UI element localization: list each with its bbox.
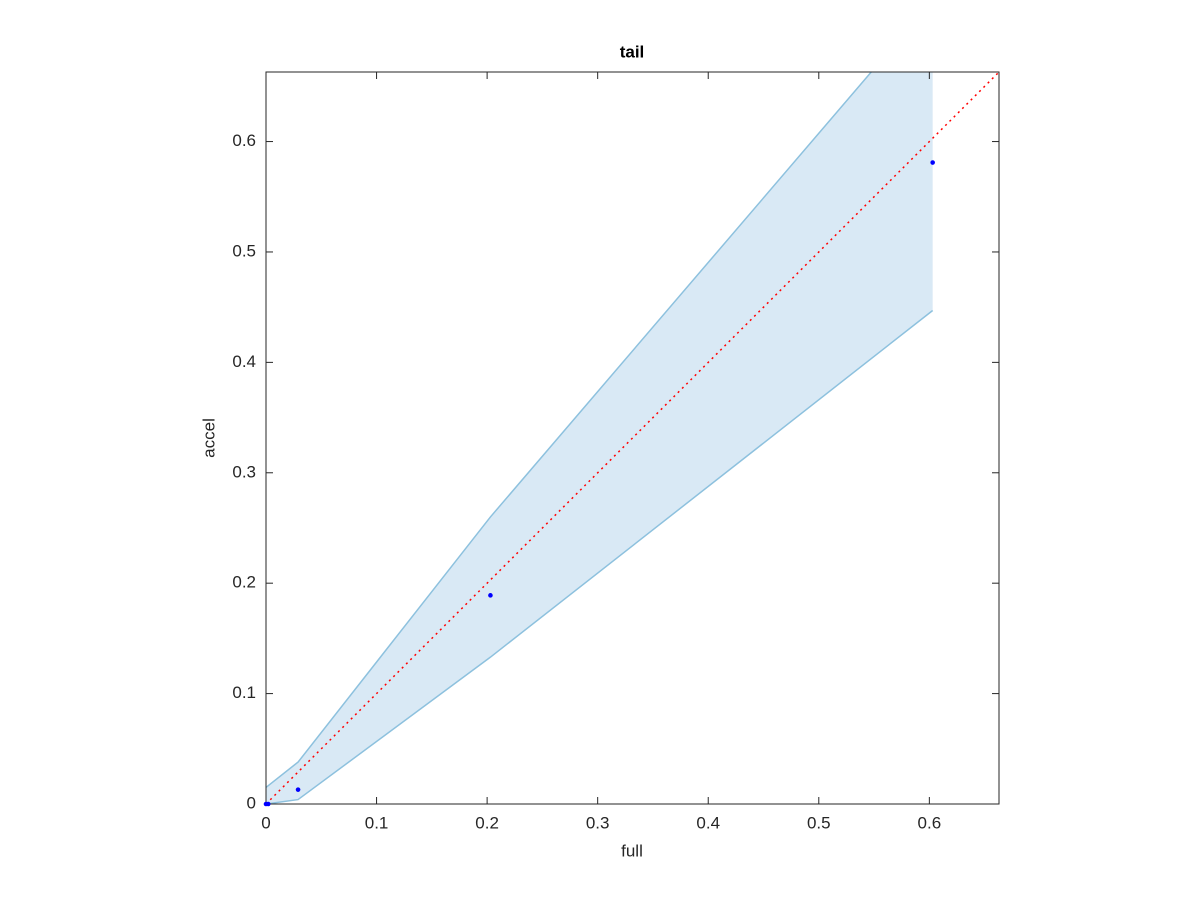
y-tick-label: 0.5 (232, 241, 256, 260)
x-axis-label: full (621, 841, 643, 860)
band-upper (266, 72, 873, 789)
axes-box (265, 71, 1000, 805)
point (265, 801, 271, 807)
x-tick-label: 0.4 (696, 813, 720, 832)
x-tick-label: 0.1 (365, 813, 389, 832)
y-tick-label: 0.3 (232, 462, 256, 481)
x-tick-label: 0.6 (918, 813, 942, 832)
x-tick-label: 0 (261, 813, 270, 832)
y-tick-label: 0 (247, 793, 256, 812)
band-area (266, 72, 933, 804)
y-tick-label: 0.1 (232, 683, 256, 702)
band-lower (266, 309, 934, 804)
point (930, 160, 935, 165)
point (295, 787, 301, 792)
reference-line (266, 72, 999, 804)
y-tick-label: 0.4 (232, 352, 256, 371)
y-tick-label: 0.6 (232, 131, 256, 150)
y-axis-label: accel (199, 418, 218, 458)
x-tick-label: 0.2 (475, 813, 499, 832)
y-tick-label: 0.2 (232, 573, 256, 592)
x-tick-label: 0.3 (586, 813, 610, 832)
chart-title: tail (620, 42, 645, 61)
plot-area (266, 72, 999, 804)
point (488, 593, 493, 598)
x-tick-label: 0.5 (807, 813, 831, 832)
